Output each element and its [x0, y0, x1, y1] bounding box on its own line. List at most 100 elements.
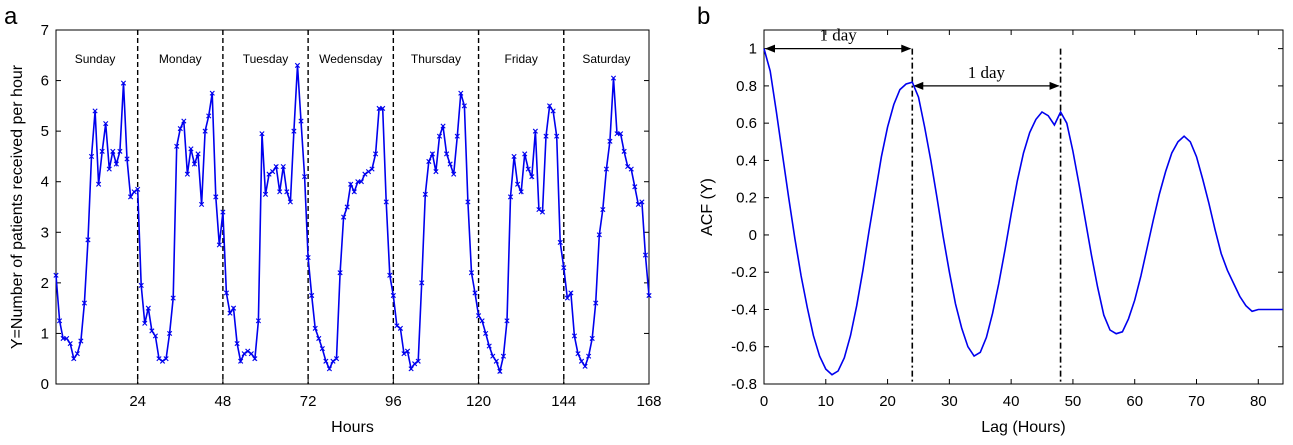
data-point-a [99, 148, 105, 154]
data-point-a [184, 171, 190, 177]
x-axis-label-a: Hours [331, 419, 374, 436]
data-point-a [113, 161, 119, 167]
data-point-a [191, 161, 198, 167]
data-point-a [195, 151, 201, 157]
data-point-a [461, 103, 467, 109]
data-point-a [202, 128, 208, 134]
plot-frame-a [55, 29, 650, 385]
data-point-a [341, 214, 347, 220]
data-point-a [81, 300, 87, 306]
data-point-a [71, 356, 77, 362]
data-point-a [546, 103, 553, 109]
data-point-a [259, 131, 265, 137]
data-point-a [458, 90, 464, 96]
data-point-a [397, 325, 404, 331]
y-tick-label-b: 0 [749, 227, 757, 244]
data-point-a [56, 318, 63, 324]
data-point-a [163, 356, 169, 362]
y-tick-label-a: 5 [41, 123, 49, 140]
y-tick-label-a: 0 [41, 376, 49, 393]
data-point-a [106, 166, 112, 172]
plot-frame-b [763, 29, 1284, 385]
series-line-a [55, 65, 650, 375]
data-point-a [412, 361, 418, 367]
data-point-a [298, 118, 304, 124]
chart-a: 0 1 2 3 4 5 6 7 24 48 72 96 120 144 168 Sunday Monday Tue… [9, 22, 662, 436]
data-point-a [252, 356, 258, 362]
data-point-a [525, 166, 531, 172]
data-point-a [479, 318, 485, 324]
day-label: Monday [159, 52, 202, 66]
data-point-a [78, 338, 84, 344]
data-point-a [103, 120, 109, 127]
data-point-a [270, 169, 276, 175]
acf-line [763, 48, 1283, 376]
data-point-a [536, 206, 542, 213]
data-point-a [607, 138, 613, 144]
data-point-a [568, 290, 574, 296]
data-point-a [124, 156, 130, 162]
data-point-a [436, 133, 443, 139]
data-point-a [433, 169, 439, 175]
data-point-a [550, 108, 556, 114]
data-point-a [351, 189, 357, 195]
day-label: Wedensday [319, 52, 382, 66]
data-point-a [408, 366, 414, 372]
data-point-a [333, 356, 340, 362]
x-tick-label-b: 0 [760, 393, 768, 410]
x-tick-label-a: 168 [636, 393, 661, 410]
data-point-a [216, 242, 222, 248]
x-tick-label-a: 24 [129, 393, 146, 410]
data-point-a [582, 363, 588, 369]
y-tick-label-b: -0.2 [731, 264, 757, 281]
data-point-a [284, 189, 290, 195]
data-point-a [92, 108, 98, 114]
day-annotation: 1 day [968, 63, 1006, 82]
data-point-a [319, 346, 325, 352]
data-point-a [475, 313, 482, 319]
data-point-a [230, 305, 237, 311]
data-point-a [490, 353, 496, 359]
data-point-a [429, 151, 435, 157]
data-point-a [571, 333, 578, 339]
day-label: Sunday [75, 52, 116, 66]
data-point-a [451, 171, 457, 177]
data-point-a [468, 270, 475, 276]
data-point-a [255, 318, 261, 324]
data-point-a [564, 295, 570, 301]
data-point-a [262, 191, 269, 197]
data-point-a [444, 151, 450, 157]
data-point-a [380, 105, 386, 111]
y-axis-label-a: Y=Number of patients received per hour [9, 64, 26, 349]
data-point-a [316, 335, 322, 342]
data-point-a [639, 199, 645, 205]
x-tick-label-b: 40 [1003, 393, 1020, 410]
data-point-a [646, 292, 652, 299]
day-arrow [913, 81, 1060, 90]
data-point-a [465, 199, 471, 205]
data-point-a [273, 163, 279, 170]
data-point-a [390, 292, 396, 299]
data-point-a [511, 153, 517, 160]
data-point-a [632, 184, 638, 190]
x-tick-label-b: 20 [879, 393, 896, 410]
x-tick-label-b: 60 [1126, 393, 1143, 410]
day-label: Saturday [582, 52, 630, 66]
chart-b: -0.8-0.6-0.4-0.200.20.40.60.810 10 20 30 40 5… [699, 26, 1284, 436]
data-point-a [280, 163, 286, 170]
data-point-a [131, 189, 137, 195]
y-tick-label-a: 6 [41, 73, 49, 90]
data-point-a [248, 351, 254, 357]
data-point-a [53, 272, 59, 278]
data-point-a [529, 174, 535, 180]
y-tick-label-b: 0.2 [736, 190, 757, 207]
data-point-a [625, 163, 631, 170]
x-tick-label-b: 30 [941, 393, 958, 410]
data-point-a [88, 153, 95, 160]
data-point-a [245, 348, 251, 354]
data-point-a [138, 282, 144, 288]
data-point-a [589, 335, 595, 342]
data-point-a [312, 325, 318, 331]
day-annotation: 1 day [819, 26, 857, 45]
